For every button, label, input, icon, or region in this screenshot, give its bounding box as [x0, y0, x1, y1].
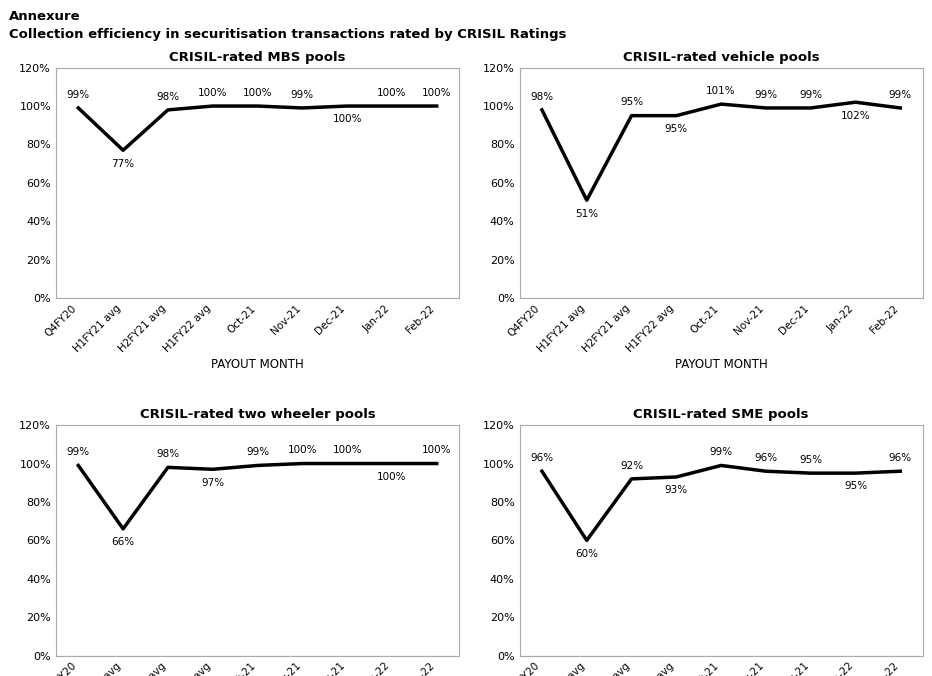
Title: CRISIL-rated SME pools: CRISIL-rated SME pools: [634, 408, 809, 421]
Text: 98%: 98%: [157, 449, 180, 459]
Text: 100%: 100%: [422, 445, 451, 455]
X-axis label: PAYOUT MONTH: PAYOUT MONTH: [675, 358, 767, 371]
Text: 101%: 101%: [706, 86, 736, 96]
Text: 99%: 99%: [799, 90, 822, 99]
Text: 99%: 99%: [889, 90, 911, 99]
Text: 99%: 99%: [67, 90, 89, 99]
Title: CRISIL-rated two wheeler pools: CRISIL-rated two wheeler pools: [140, 408, 376, 421]
Text: 99%: 99%: [291, 90, 314, 99]
Text: 60%: 60%: [575, 549, 598, 559]
Text: 92%: 92%: [620, 460, 643, 470]
Text: 100%: 100%: [377, 472, 406, 482]
Text: 99%: 99%: [754, 90, 777, 99]
Text: 102%: 102%: [841, 111, 870, 120]
X-axis label: PAYOUT MONTH: PAYOUT MONTH: [212, 358, 304, 371]
Text: 77%: 77%: [112, 159, 134, 168]
Text: 98%: 98%: [157, 91, 180, 101]
Text: 51%: 51%: [575, 209, 598, 218]
Text: 66%: 66%: [112, 537, 134, 547]
Text: 96%: 96%: [889, 453, 911, 463]
Text: 96%: 96%: [530, 453, 554, 463]
Text: 95%: 95%: [620, 97, 643, 107]
Text: 95%: 95%: [844, 481, 867, 491]
Text: 100%: 100%: [288, 445, 317, 455]
Title: CRISIL-rated vehicle pools: CRISIL-rated vehicle pools: [623, 51, 819, 64]
Text: 96%: 96%: [754, 453, 777, 463]
Text: 95%: 95%: [799, 455, 822, 465]
Text: 93%: 93%: [665, 485, 688, 496]
Text: 100%: 100%: [422, 88, 451, 98]
Text: 99%: 99%: [709, 447, 733, 457]
Text: 100%: 100%: [377, 88, 406, 98]
Text: 98%: 98%: [530, 91, 554, 101]
Text: 100%: 100%: [333, 114, 362, 124]
Text: 99%: 99%: [67, 447, 89, 457]
Text: Annexure: Annexure: [9, 10, 81, 23]
Text: 97%: 97%: [201, 478, 225, 487]
Title: CRISIL-rated MBS pools: CRISIL-rated MBS pools: [170, 51, 346, 64]
Text: 100%: 100%: [198, 88, 227, 98]
Text: 99%: 99%: [246, 447, 269, 457]
Text: Collection efficiency in securitisation transactions rated by CRISIL Ratings: Collection efficiency in securitisation …: [9, 28, 567, 41]
Text: 100%: 100%: [333, 445, 362, 455]
Text: 95%: 95%: [665, 124, 688, 134]
Text: 100%: 100%: [242, 88, 272, 98]
